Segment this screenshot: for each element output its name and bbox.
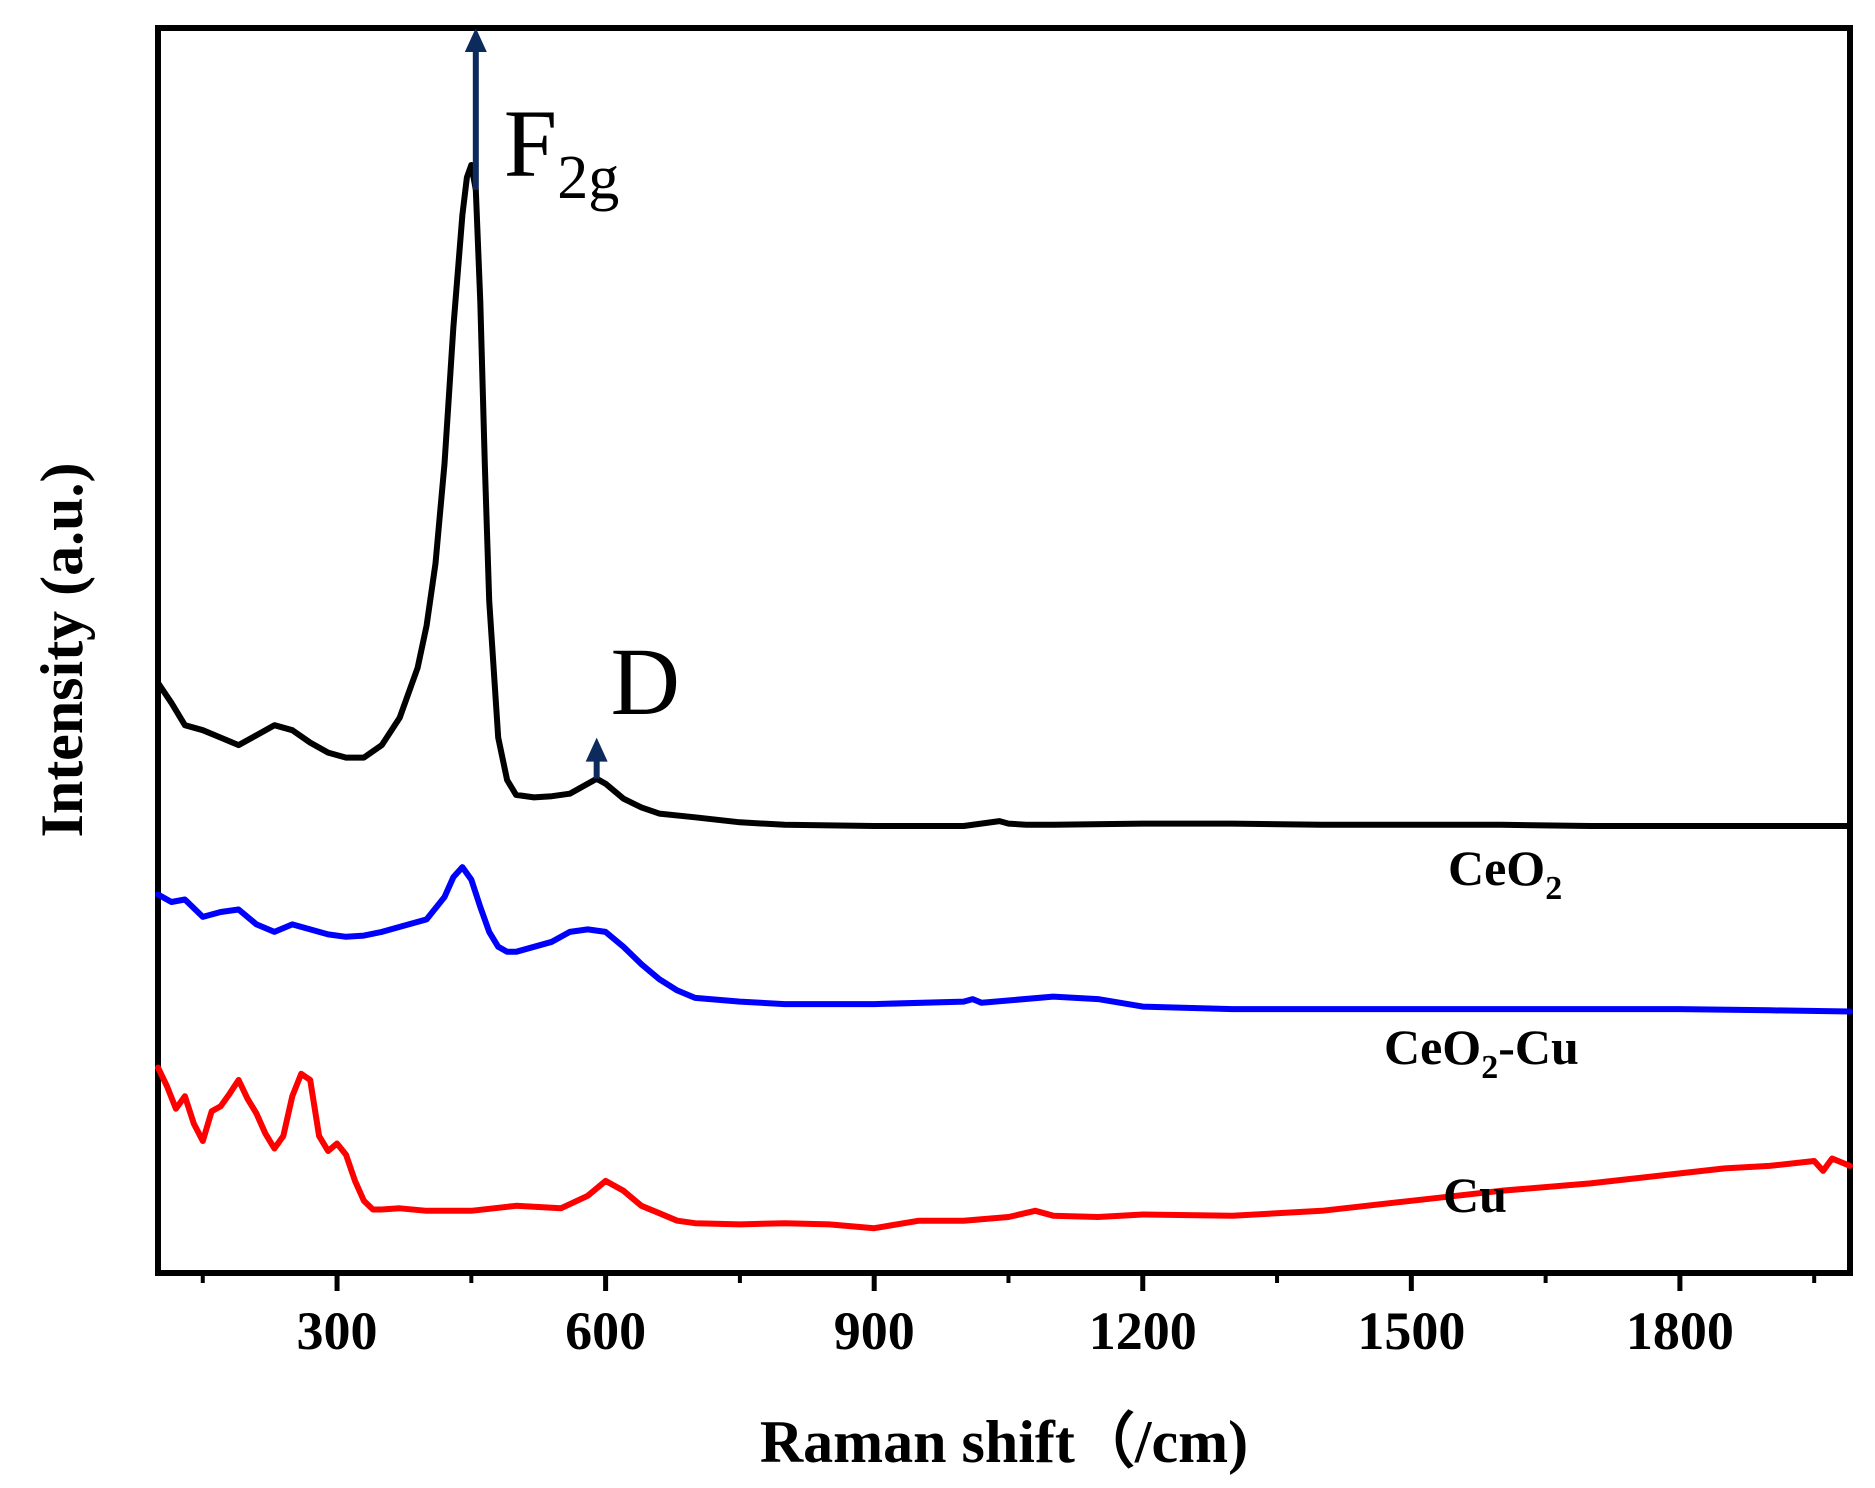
x-tick-label: 900 (834, 1301, 915, 1361)
x-axis-title: Raman shift（/cm) (760, 1408, 1248, 1475)
peak-annotations: F2g D (464, 28, 680, 779)
series-line-ceo2 (155, 162, 1853, 829)
series-line-cu (155, 1064, 1853, 1232)
x-tick-label: 1800 (1626, 1301, 1734, 1361)
x-tick-label: 1200 (1089, 1301, 1197, 1361)
y-axis-title: Intensity (a.u.) (29, 462, 95, 837)
annotation-label-f2g: F2g (504, 90, 619, 212)
series-label-ceo2: CeO2 (1448, 840, 1562, 907)
series-curves (155, 162, 1853, 1232)
x-axis-tick-labels: 300 600 900 1200 1500 1800 (297, 1301, 1734, 1361)
x-tick-label: 600 (565, 1301, 646, 1361)
x-axis-ticks (200, 1273, 1817, 1291)
plot-frame (155, 25, 1853, 1276)
x-tick-label: 1500 (1357, 1301, 1465, 1361)
x-tick-label: 300 (297, 1301, 378, 1361)
annotation-arrowhead-f2g (464, 28, 487, 52)
annotation-label-d: D (611, 628, 680, 735)
series-label-ceo2-cu: CeO2-Cu (1384, 1019, 1579, 1086)
series-line-ceo2-cu (155, 864, 1853, 1015)
series-label-cu: Cu (1443, 1167, 1507, 1223)
annotation-arrowhead-d (585, 737, 608, 762)
series-labels: CeO2 CeO2-Cu Cu (1384, 840, 1579, 1223)
